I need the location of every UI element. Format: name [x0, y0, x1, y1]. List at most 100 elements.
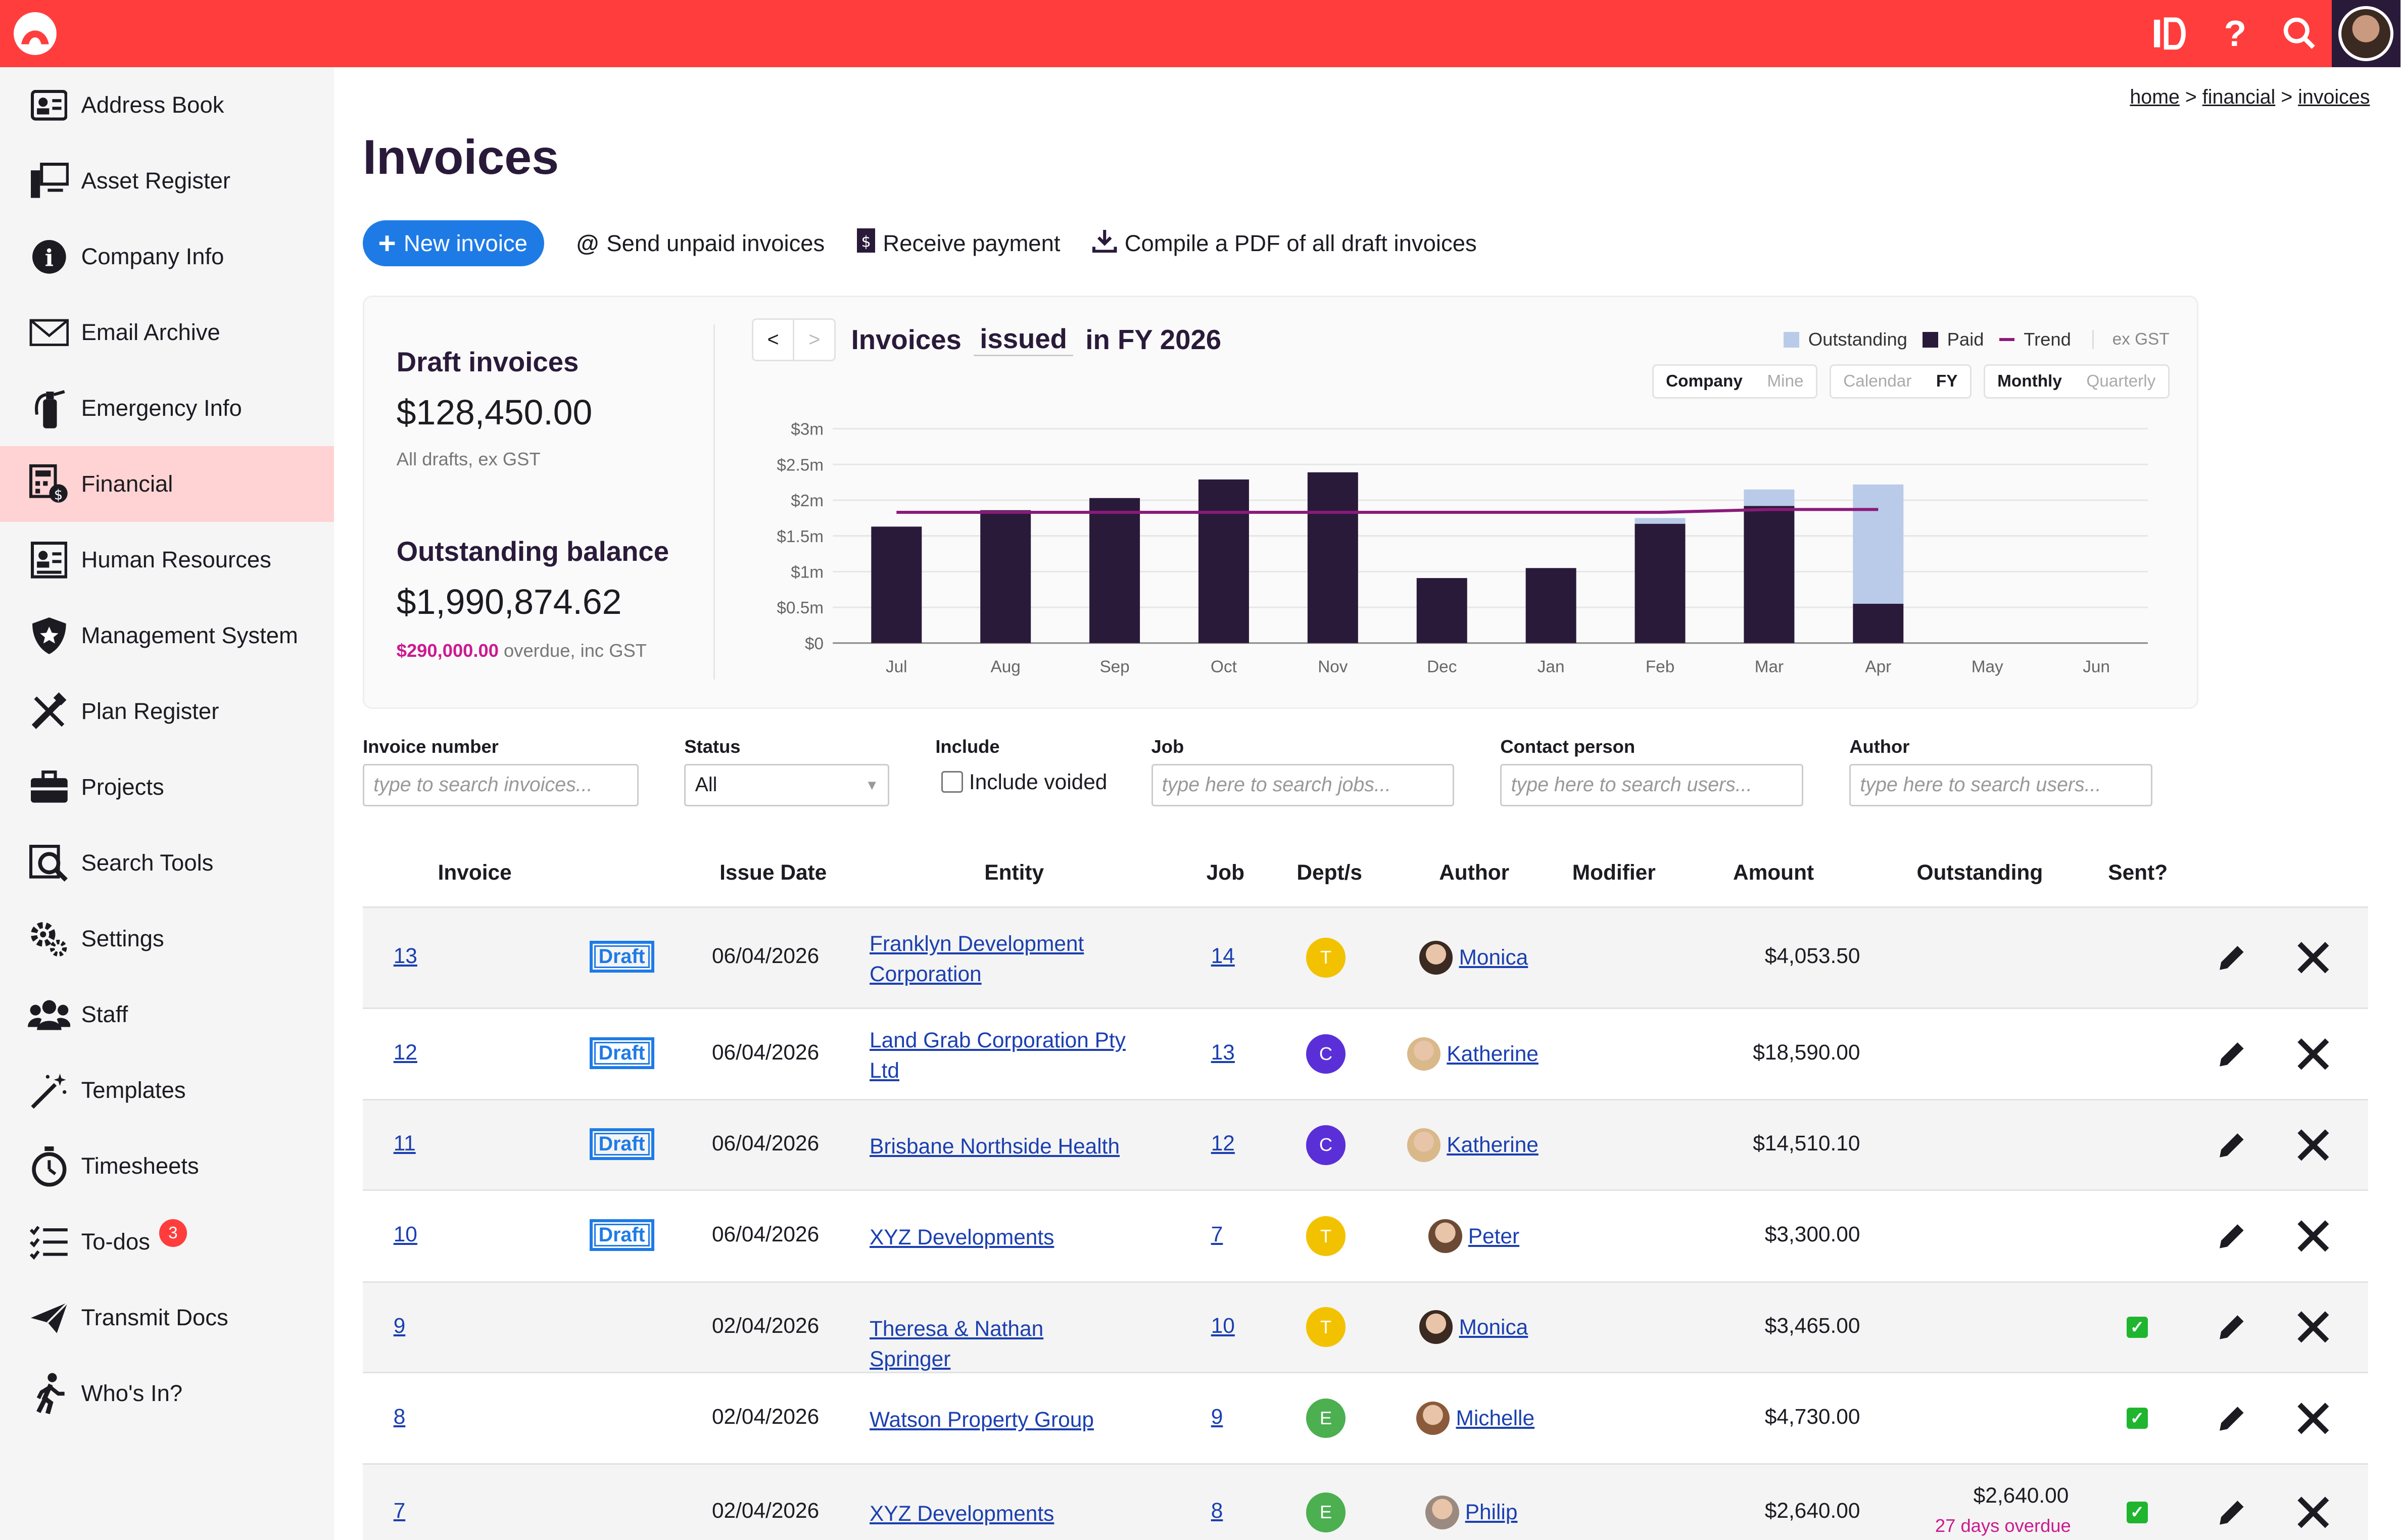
author-link[interactable]: Katherine	[1447, 1133, 1539, 1157]
breadcrumb-financial[interactable]: financial	[2202, 85, 2276, 108]
sidebar-item-plan-register[interactable]: Plan Register	[0, 673, 334, 749]
table-row[interactable]: 11 Draft 06/04/2026 Brisbane Northside Heal…	[363, 1099, 2369, 1190]
chart-mode-select[interactable]: issued	[974, 323, 1074, 357]
col-issue-date[interactable]: Issue Date	[719, 860, 827, 884]
invoice-number-link[interactable]: 11	[393, 1131, 416, 1156]
author-link[interactable]: Peter	[1468, 1224, 1520, 1248]
entity-link[interactable]: Watson Property Group	[870, 1407, 1094, 1431]
sidebar-item-human-resources[interactable]: Human Resources	[0, 522, 334, 598]
toggle-calendar[interactable]: Calendar	[1843, 372, 1912, 391]
col-job[interactable]: Job	[1206, 860, 1245, 884]
col-invoice[interactable]: Invoice	[438, 860, 512, 884]
sidebar-item-settings[interactable]: Settings	[0, 901, 334, 977]
logo-icon[interactable]	[12, 11, 58, 57]
status-select[interactable]: All ▼	[684, 763, 890, 807]
invoice-number-link[interactable]: 13	[393, 943, 417, 968]
invoice-number-link[interactable]: 10	[393, 1222, 417, 1246]
job-link[interactable]: 12	[1211, 1131, 1235, 1156]
sidebar-item-company-info[interactable]: i Company Info	[0, 219, 334, 295]
col-amount[interactable]: Amount	[1733, 860, 1814, 884]
entity-link[interactable]: Theresa & Nathan Springer	[870, 1316, 1044, 1371]
search-icon[interactable]	[2267, 0, 2331, 67]
new-invoice-button[interactable]: + New invoice	[363, 220, 545, 267]
invoice-number-link[interactable]: 7	[393, 1499, 406, 1523]
col-entity[interactable]: Entity	[984, 860, 1044, 884]
sidebar-item-emergency-info[interactable]: Emergency Info	[0, 370, 334, 446]
toggle-company[interactable]: Company	[1666, 372, 1743, 391]
sidebar-item-search-tools[interactable]: Search Tools	[0, 825, 334, 901]
author-link[interactable]: Monica	[1459, 945, 1528, 970]
edit-pencil-icon[interactable]	[2215, 1128, 2249, 1162]
sidebar-item-management-system[interactable]: Management System	[0, 598, 334, 673]
entity-link[interactable]: XYZ Developments	[870, 1225, 1054, 1249]
table-row[interactable]: 8 02/04/2026 Watson Property Group 9 E Michel…	[363, 1371, 2369, 1464]
toggle-mine[interactable]: Mine	[1767, 372, 1804, 391]
col-depts[interactable]: Dept/s	[1296, 860, 1363, 884]
compile-pdf-button[interactable]: Compile a PDF of all draft invoices	[1092, 228, 1477, 258]
job-link[interactable]: 10	[1211, 1313, 1235, 1337]
job-link[interactable]: 14	[1211, 943, 1235, 968]
prev-period-button[interactable]: <	[767, 328, 779, 351]
include-voided-checkbox[interactable]: Include voided	[935, 770, 1134, 794]
invoice-number-link[interactable]: 12	[393, 1040, 417, 1064]
table-row[interactable]: 9 02/04/2026 Theresa & Nathan Springer 10 T M…	[363, 1281, 2369, 1372]
edit-pencil-icon[interactable]	[2215, 1037, 2249, 1071]
edit-pencil-icon[interactable]	[2215, 1496, 2249, 1529]
sidebar-item-who-s-in[interactable]: Who's In?	[0, 1356, 334, 1431]
author-link[interactable]: Monica	[1459, 1315, 1528, 1339]
sidebar-item-transmit-docs[interactable]: Transmit Docs	[0, 1280, 334, 1356]
delete-x-icon[interactable]	[2296, 1496, 2330, 1529]
draft-badge[interactable]: Draft	[589, 1037, 654, 1069]
send-unpaid-invoices-button[interactable]: @ Send unpaid invoices	[577, 230, 825, 257]
col-modifier[interactable]: Modifier	[1572, 860, 1656, 884]
author-link[interactable]: Katherine	[1447, 1042, 1539, 1066]
author-search-input[interactable]: type here to search users...	[1849, 763, 2153, 807]
delete-x-icon[interactable]	[2296, 1037, 2330, 1071]
sidebar-item-staff[interactable]: Staff	[0, 977, 334, 1052]
job-link[interactable]: 7	[1211, 1222, 1223, 1246]
sidebar-item-asset-register[interactable]: Asset Register	[0, 143, 334, 219]
entity-link[interactable]: Land Grab Corporation Pty Ltd	[870, 1028, 1126, 1083]
sidebar-item-financial[interactable]: $ Financial	[0, 446, 334, 522]
user-avatar[interactable]	[2331, 0, 2401, 68]
job-link[interactable]: 13	[1211, 1040, 1235, 1064]
delete-x-icon[interactable]	[2296, 1402, 2330, 1435]
draft-badge[interactable]: Draft	[589, 1128, 654, 1161]
edit-pencil-icon[interactable]	[2215, 1219, 2249, 1253]
toggle-monthly[interactable]: Monthly	[1997, 372, 2062, 391]
draft-badge[interactable]: Draft	[589, 940, 654, 973]
author-link[interactable]: Philip	[1465, 1500, 1518, 1524]
invoice-number-link[interactable]: 9	[393, 1313, 406, 1337]
table-row[interactable]: 7 02/04/2026 XYZ Developments 8 E Philip $2,64…	[363, 1463, 2369, 1540]
invoice-number-link[interactable]: 8	[393, 1404, 406, 1428]
delete-x-icon[interactable]	[2296, 941, 2330, 975]
sidebar-item-to-dos[interactable]: To-dos 3	[0, 1204, 334, 1280]
table-row[interactable]: 12 Draft 06/04/2026 Land Grab Corporation P…	[363, 1007, 2369, 1099]
breadcrumb-invoices[interactable]: invoices	[2298, 85, 2370, 108]
delete-x-icon[interactable]	[2296, 1310, 2330, 1344]
col-outstanding[interactable]: Outstanding	[1916, 860, 2043, 884]
table-row[interactable]: 10 Draft 06/04/2026 XYZ Developments 7 T Peter…	[363, 1189, 2369, 1281]
edit-pencil-icon[interactable]	[2215, 1310, 2249, 1344]
next-period-button[interactable]: >	[793, 320, 834, 360]
toggle-quarterly[interactable]: Quarterly	[2086, 372, 2156, 391]
sidebar-item-email-archive[interactable]: Email Archive	[0, 295, 334, 370]
job-search-input[interactable]: type here to search jobs...	[1151, 763, 1455, 807]
edit-pencil-icon[interactable]	[2215, 1402, 2249, 1435]
table-row[interactable]: 13 Draft 06/04/2026 Franklyn Development Co…	[363, 906, 2369, 1007]
activity-icon[interactable]	[2139, 0, 2203, 67]
sidebar-item-address-book[interactable]: Address Book	[0, 67, 334, 143]
job-link[interactable]: 8	[1211, 1499, 1223, 1523]
author-link[interactable]: Michelle	[1456, 1406, 1535, 1430]
col-sent[interactable]: Sent?	[2108, 860, 2168, 884]
draft-badge[interactable]: Draft	[589, 1219, 654, 1252]
sidebar-item-templates[interactable]: Templates	[0, 1052, 334, 1128]
col-author[interactable]: Author	[1439, 860, 1510, 884]
edit-pencil-icon[interactable]	[2215, 941, 2249, 975]
breadcrumb-home[interactable]: home	[2130, 85, 2180, 108]
delete-x-icon[interactable]	[2296, 1128, 2330, 1162]
entity-link[interactable]: Brisbane Northside Health	[870, 1134, 1120, 1159]
contact-search-input[interactable]: type here to search users...	[1500, 763, 1804, 807]
entity-link[interactable]: XYZ Developments	[870, 1502, 1054, 1526]
sidebar-item-timesheets[interactable]: Timesheets	[0, 1128, 334, 1204]
